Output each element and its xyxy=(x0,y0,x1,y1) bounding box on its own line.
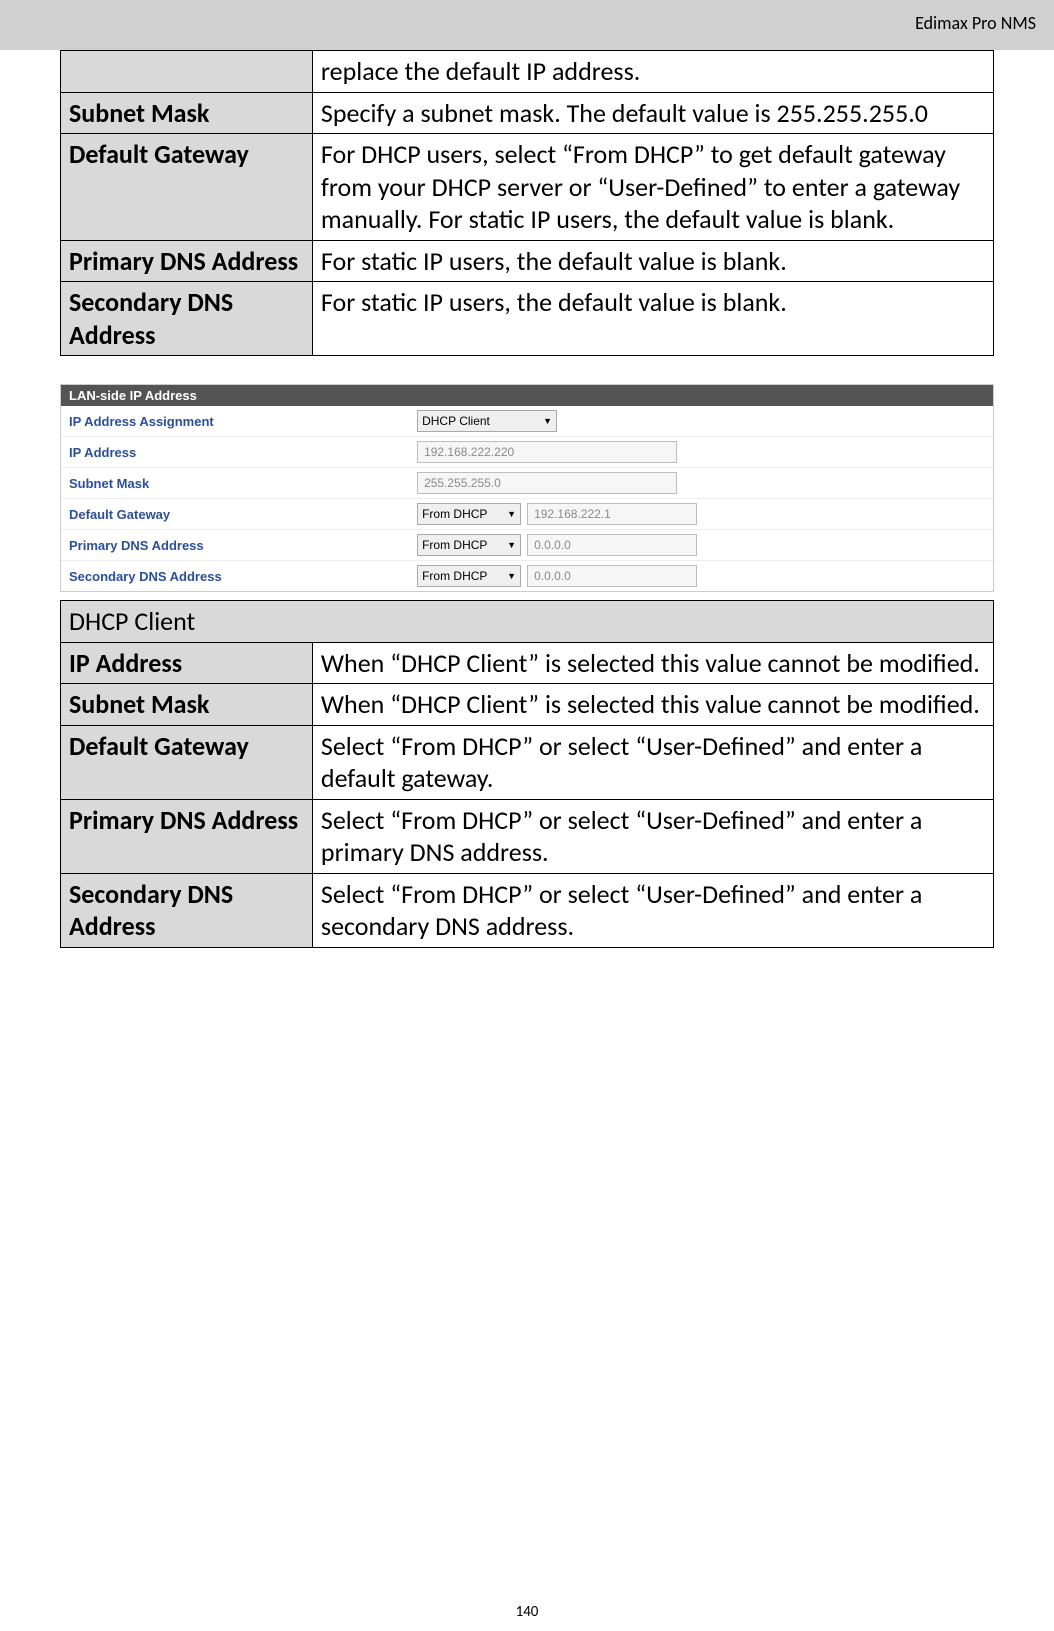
cell-desc: replace the default IP address. xyxy=(312,51,993,93)
chevron-down-icon: ▼ xyxy=(501,571,516,581)
page-number: 140 xyxy=(0,1603,1054,1621)
table-row: Secondary DNS Address Select “From DHCP”… xyxy=(61,873,994,947)
form-row-subnet-mask: Subnet Mask 255.255.255.0 xyxy=(61,468,993,499)
input-value: 192.168.222.220 xyxy=(424,445,514,459)
form-row-default-gateway: Default Gateway From DHCP ▼ 192.168.222.… xyxy=(61,499,993,530)
cell-label: Default Gateway xyxy=(61,725,313,799)
cell-label: Subnet Mask xyxy=(61,92,313,134)
table-row: IP Address When “DHCP Client” is selecte… xyxy=(61,642,994,684)
form-field: From DHCP ▼ 0.0.0.0 xyxy=(417,565,697,587)
content: replace the default IP address. Subnet M… xyxy=(60,0,994,948)
lan-ip-form-screenshot: LAN-side IP Address IP Address Assignmen… xyxy=(60,384,994,592)
chevron-down-icon: ▼ xyxy=(501,509,516,519)
table-row: Subnet Mask Specify a subnet mask. The d… xyxy=(61,92,994,134)
cell-desc: For static IP users, the default value i… xyxy=(312,240,993,282)
cell-desc: Specify a subnet mask. The default value… xyxy=(312,92,993,134)
page: Edimax Pro NMS replace the default IP ad… xyxy=(0,0,1054,1631)
form-field: 192.168.222.220 xyxy=(417,441,677,463)
table-row: Primary DNS Address For static IP users,… xyxy=(61,240,994,282)
header-title: Edimax Pro NMS xyxy=(915,12,1036,34)
table-row: Subnet Mask When “DHCP Client” is select… xyxy=(61,684,994,726)
settings-table-2: DHCP Client IP Address When “DHCP Client… xyxy=(60,600,994,948)
form-row-ip-assignment: IP Address Assignment DHCP Client ▼ xyxy=(61,406,993,437)
default-gateway-select[interactable]: From DHCP ▼ xyxy=(417,503,521,525)
select-value: From DHCP xyxy=(422,569,487,583)
cell-desc: For static IP users, the default value i… xyxy=(312,282,993,356)
form-label: Default Gateway xyxy=(69,507,417,522)
ip-assignment-select[interactable]: DHCP Client ▼ xyxy=(417,410,557,432)
form-label: IP Address Assignment xyxy=(69,414,417,429)
primary-dns-select[interactable]: From DHCP ▼ xyxy=(417,534,521,556)
cell-desc: For DHCP users, select “From DHCP” to ge… xyxy=(312,134,993,241)
form-label: IP Address xyxy=(69,445,417,460)
cell-label: Primary DNS Address xyxy=(61,799,313,873)
form-row-secondary-dns: Secondary DNS Address From DHCP ▼ 0.0.0.… xyxy=(61,561,993,591)
form-field: From DHCP ▼ 192.168.222.1 xyxy=(417,503,697,525)
table-row: Default Gateway For DHCP users, select “… xyxy=(61,134,994,241)
subnet-mask-input[interactable]: 255.255.255.0 xyxy=(417,472,677,494)
default-gateway-input[interactable]: 192.168.222.1 xyxy=(527,503,697,525)
table-row: Primary DNS Address Select “From DHCP” o… xyxy=(61,799,994,873)
cell-desc: When “DHCP Client” is selected this valu… xyxy=(312,684,993,726)
chevron-down-icon: ▼ xyxy=(537,416,552,426)
table-header: DHCP Client xyxy=(61,601,994,643)
input-value: 0.0.0.0 xyxy=(534,569,571,583)
cell-label: Default Gateway xyxy=(61,134,313,241)
cell-desc: When “DHCP Client” is selected this valu… xyxy=(312,642,993,684)
settings-table-1: replace the default IP address. Subnet M… xyxy=(60,50,994,356)
form-label: Subnet Mask xyxy=(69,476,417,491)
table-row: DHCP Client xyxy=(61,601,994,643)
input-value: 192.168.222.1 xyxy=(534,507,611,521)
select-value: From DHCP xyxy=(422,538,487,552)
form-title: LAN-side IP Address xyxy=(61,385,993,406)
primary-dns-input[interactable]: 0.0.0.0 xyxy=(527,534,697,556)
secondary-dns-select[interactable]: From DHCP ▼ xyxy=(417,565,521,587)
select-value: DHCP Client xyxy=(422,414,490,428)
form-label: Secondary DNS Address xyxy=(69,569,417,584)
input-value: 0.0.0.0 xyxy=(534,538,571,552)
ip-address-input[interactable]: 192.168.222.220 xyxy=(417,441,677,463)
secondary-dns-input[interactable]: 0.0.0.0 xyxy=(527,565,697,587)
form-row-primary-dns: Primary DNS Address From DHCP ▼ 0.0.0.0 xyxy=(61,530,993,561)
select-value: From DHCP xyxy=(422,507,487,521)
form-field: From DHCP ▼ 0.0.0.0 xyxy=(417,534,697,556)
cell-desc: Select “From DHCP” or select “User-Defin… xyxy=(312,873,993,947)
cell-label: Primary DNS Address xyxy=(61,240,313,282)
form-row-ip-address: IP Address 192.168.222.220 xyxy=(61,437,993,468)
cell-label xyxy=(61,51,313,93)
table-row: Secondary DNS Address For static IP user… xyxy=(61,282,994,356)
cell-desc: Select “From DHCP” or select “User-Defin… xyxy=(312,725,993,799)
cell-label: IP Address xyxy=(61,642,313,684)
cell-desc: Select “From DHCP” or select “User-Defin… xyxy=(312,799,993,873)
form-field: DHCP Client ▼ xyxy=(417,410,557,432)
top-bar xyxy=(0,0,1054,50)
cell-label: Secondary DNS Address xyxy=(61,873,313,947)
cell-label: Secondary DNS Address xyxy=(61,282,313,356)
table-row: Default Gateway Select “From DHCP” or se… xyxy=(61,725,994,799)
chevron-down-icon: ▼ xyxy=(501,540,516,550)
input-value: 255.255.255.0 xyxy=(424,476,501,490)
form-label: Primary DNS Address xyxy=(69,538,417,553)
form-field: 255.255.255.0 xyxy=(417,472,677,494)
cell-label: Subnet Mask xyxy=(61,684,313,726)
table-row: replace the default IP address. xyxy=(61,51,994,93)
